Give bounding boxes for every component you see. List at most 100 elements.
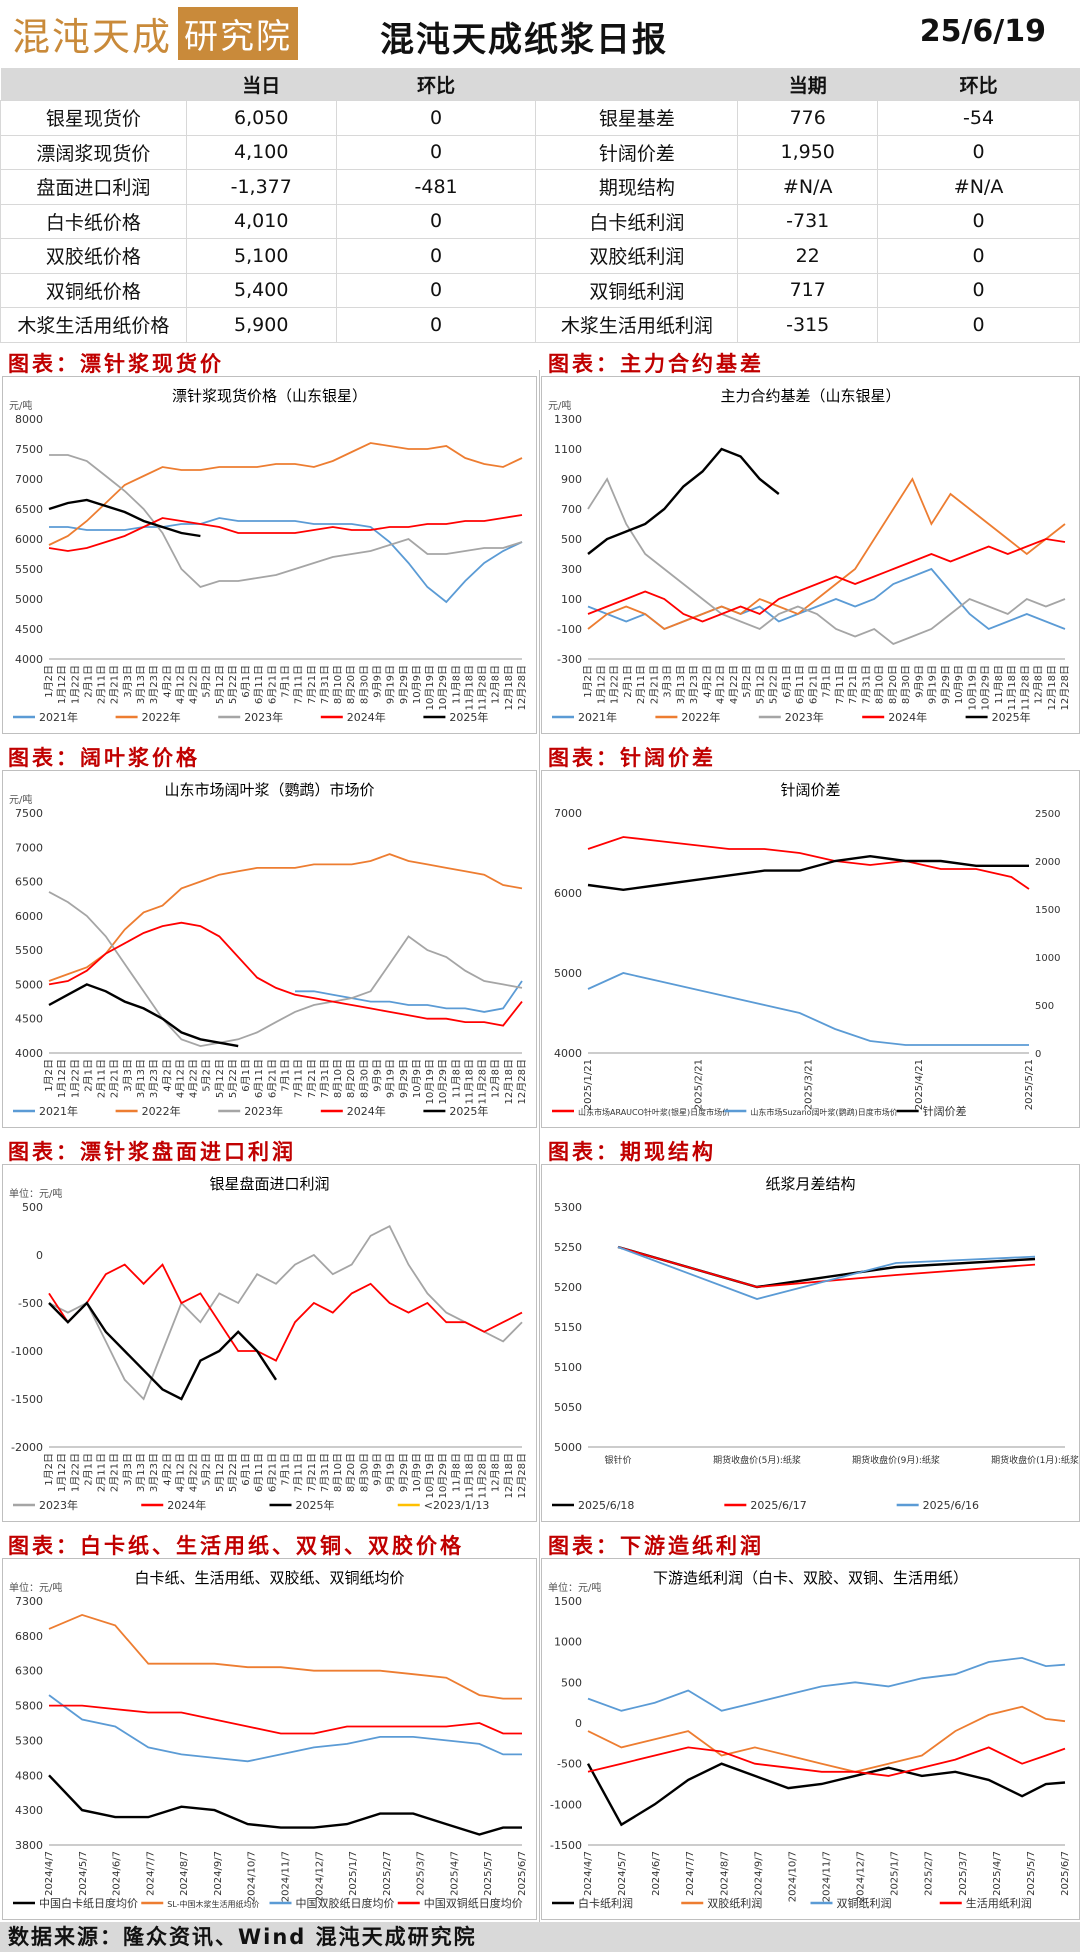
chart-title: 山东市场阔叶浆（鹦鹉）市场价 [164, 781, 374, 799]
series-line [48, 1774, 522, 1836]
header-cell: 环比 [877, 68, 1080, 101]
report-header: 混沌天成 研究院 混沌天成纸浆日报 25/6/19 [0, 0, 1080, 68]
y-tick-label: 5150 [554, 1321, 582, 1334]
x-tick-label: 4月12日 [174, 1453, 186, 1492]
x-tick-label: 2025/1/7 [348, 1851, 359, 1896]
metric-label: 盘面进口利润 [0, 169, 187, 205]
chart-panel: 纸浆月差结构 5000 5050 5100 5150 5200 5250 5300 银针价 期货收… [541, 1164, 1080, 1522]
y-tick-label: 5500 [15, 563, 43, 576]
series-line [48, 921, 523, 1027]
legend-label: 中国白卡纸日度均价 [39, 1896, 138, 1910]
y2-tick-label: 500 [1035, 1001, 1054, 1012]
legend-label: SL-中国木浆生活用纸均价 [167, 1899, 259, 1909]
x-tick-label: 2025/3/21 [804, 1059, 815, 1110]
metric-value: 5,400 [185, 272, 337, 308]
report-date: 25/6/19 [919, 14, 1046, 49]
metric-value: -54 [877, 100, 1080, 136]
x-tick-label: 9月9日 [371, 665, 383, 698]
legend-label: 2024年 [347, 710, 386, 724]
header-cell [0, 68, 187, 101]
x-tick-label: 6月21日 [266, 665, 278, 704]
summary-row: 银星现货价 6,050 0 银星基差 776 -54 [0, 100, 1080, 136]
x-tick-label: 8月10日 [332, 1059, 344, 1098]
section-title: 图表：漂针浆现货价 [8, 352, 224, 376]
legend-label: 山东市场Suzano阔叶浆(鹦鹉)日度市场价 [750, 1107, 897, 1117]
legend-label: 山东市场ARAUCO针叶浆(银星)日度市场价 [578, 1107, 730, 1117]
x-tick-label: 11月28日 [1019, 665, 1031, 710]
x-tick-label: 7月11日 [293, 1059, 305, 1098]
y-tick-label: 500 [561, 1676, 582, 1689]
legend-label: <2023/1/13 [424, 1499, 490, 1512]
legend-label: 2024年 [167, 1498, 206, 1512]
series-line [48, 1263, 523, 1362]
metric-value: 0 [877, 307, 1080, 343]
x-tick-label: 9月9日 [371, 1059, 383, 1092]
x-tick-label: 12月18日 [1046, 665, 1058, 710]
y-tick-label: 5250 [554, 1241, 582, 1254]
x-tick-label: 10月19日 [424, 1453, 436, 1498]
chart-paper-profit: 下游造纸利润（白卡、双胶、双铜、生活用纸） 单位：元/吨 -1500 -1000 -50… [548, 1569, 1071, 1910]
y-tick-label: -2000 [11, 1441, 43, 1454]
summary-row: 漂阔浆现货价 4,100 0 针阔价差 1,950 0 [0, 134, 1080, 170]
x-tick-label: 4月12日 [174, 1059, 186, 1098]
x-tick-label: 2025/2/7 [382, 1851, 393, 1896]
x-tick-label: 10月9日 [411, 1059, 423, 1098]
x-tick-label: 5月22日 [768, 665, 780, 704]
y-tick-label: 1100 [554, 443, 582, 456]
x-tick-label: 7月31日 [319, 665, 331, 704]
x-tick-label: 12月8日 [490, 665, 502, 704]
metric-value: 0 [877, 134, 1080, 170]
y-tick-label: 5000 [554, 1441, 582, 1454]
x-tick-label: 9月29日 [398, 665, 410, 704]
chart-basis: 主力合约基差（山东银星） 元/吨 -300 -100 100 300 500 700 900 11… [548, 387, 1071, 724]
x-tick-label: 2月21日 [109, 1453, 121, 1492]
x-tick-label: 12月28日 [516, 665, 528, 710]
logo-box-text: 研究院 [178, 6, 299, 60]
metric-value: 0 [877, 238, 1080, 274]
x-tick-label: 7月1日 [280, 665, 292, 698]
x-tick-label: 9月19日 [927, 665, 939, 704]
y-tick-label: 300 [561, 563, 582, 576]
y-tick-label: 4800 [15, 1769, 43, 1782]
y-tick-label: 1500 [554, 1595, 582, 1608]
x-tick-label: 7月1日 [280, 1453, 292, 1486]
chart-title: 纸浆月差结构 [765, 1175, 855, 1193]
y-tick-label: 900 [561, 473, 582, 486]
metric-label: 白卡纸利润 [535, 203, 739, 239]
chart-term-structure: 纸浆月差结构 5000 5050 5100 5150 5200 5250 5300 银针价 期货收… [552, 1175, 1079, 1512]
x-tick-label: 3月3日 [122, 1453, 134, 1486]
y-tick-label: 4000 [15, 1047, 43, 1060]
x-tick-label: 12月18日 [503, 665, 515, 710]
x-tick-label: 2024/9/7 [753, 1851, 764, 1896]
y-tick-label: 5800 [15, 1700, 43, 1713]
x-tick-label: 5月22日 [227, 1059, 239, 1098]
legend-label: 双铜纸利润 [837, 1896, 892, 1910]
x-tick-label: 9月19日 [385, 1453, 397, 1492]
x-tick-label: 6月1日 [240, 1059, 252, 1092]
y-tick-label: 0 [575, 1717, 582, 1730]
y-tick-label: 7500 [15, 443, 43, 456]
report-title: 混沌天成纸浆日报 [380, 20, 668, 60]
y2-tick-label: 2500 [1035, 809, 1060, 820]
metric-value: 717 [737, 272, 879, 308]
x-tick-label: 1月12日 [56, 1453, 68, 1492]
x-tick-label: 8月10日 [332, 665, 344, 704]
y-tick-label: 7000 [554, 807, 582, 820]
series-line [48, 891, 523, 1048]
x-tick-label: 2月11日 [96, 1453, 108, 1492]
series-line [48, 514, 523, 552]
series-line [48, 1301, 278, 1401]
x-tick-label: 8月30日 [358, 1453, 370, 1492]
unit-label: 元/吨 [9, 399, 32, 412]
x-tick-label: 6月21日 [266, 1453, 278, 1492]
x-tick-label: 3月13日 [135, 1059, 147, 1098]
x-tick-label: 11月18日 [1006, 665, 1018, 710]
metric-value: 0 [335, 307, 537, 343]
x-tick-label: 8月30日 [900, 665, 912, 704]
x-tick-label: 7月1日 [821, 665, 833, 698]
x-tick-label: 8月10日 [874, 665, 886, 704]
metric-label: 漂阔浆现货价 [0, 134, 187, 170]
x-tick-label: 3月3日 [662, 665, 674, 698]
x-tick-label: 11月28日 [477, 1453, 489, 1498]
metric-value: 1,950 [737, 134, 879, 170]
